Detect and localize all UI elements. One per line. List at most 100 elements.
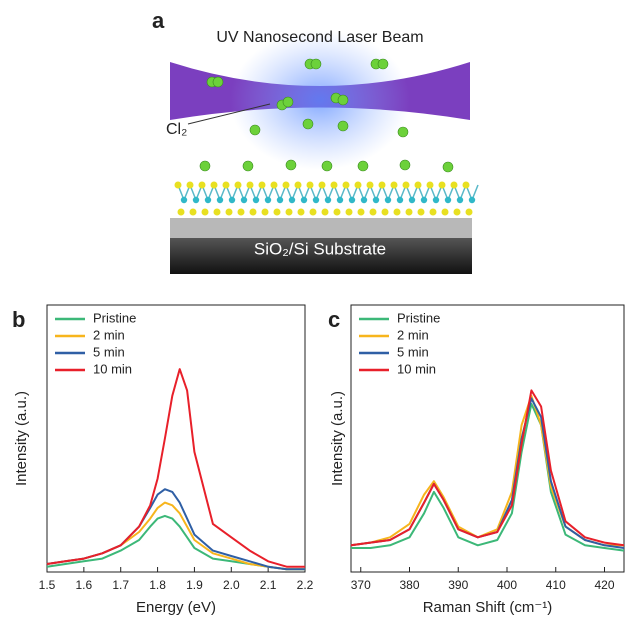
- sulfur-atom: [381, 208, 389, 216]
- mo-atom: [420, 196, 428, 204]
- chlorine-atom: [337, 120, 349, 132]
- sulfur-atom: [237, 208, 245, 216]
- sulfur-atom: [282, 181, 290, 189]
- sulfur-atom: [333, 208, 341, 216]
- sulfur-atom: [405, 208, 413, 216]
- sulfur-atom: [429, 208, 437, 216]
- chlorine-atom: [399, 159, 411, 171]
- sulfur-atom: [318, 181, 326, 189]
- sulfur-atom: [201, 208, 209, 216]
- plot-frame: [350, 304, 625, 573]
- sulfur-atom: [222, 181, 230, 189]
- series-line: [351, 402, 625, 552]
- sulfur-atom: [198, 181, 206, 189]
- chlorine-atom: [397, 126, 409, 138]
- series-line: [350, 394, 624, 547]
- sulfur-atom: [210, 181, 218, 189]
- x-tick-label: 1.5: [39, 578, 56, 592]
- sulfur-atom: [294, 181, 302, 189]
- mo-atom: [348, 196, 356, 204]
- x-axis-label: Raman Shift (cm⁻¹): [423, 599, 553, 616]
- plasma-glow: [230, 30, 410, 170]
- sulfur-atom: [393, 208, 401, 216]
- mo-atom: [384, 196, 392, 204]
- sulfur-atom: [462, 181, 470, 189]
- x-tick-label: 2.1: [260, 578, 277, 592]
- x-tick-label: 370: [351, 578, 371, 592]
- mo-atom: [240, 196, 248, 204]
- pointer: [187, 103, 271, 125]
- mo-atom: [468, 196, 476, 204]
- sulfur-atom: [258, 181, 266, 189]
- mos2-layer: [174, 181, 479, 216]
- sio2-layer: [170, 218, 472, 238]
- sulfur-atom: [378, 181, 386, 189]
- mo-atom: [180, 196, 188, 204]
- mo-atom: [216, 196, 224, 204]
- sulfur-atom: [390, 181, 398, 189]
- mo-atom: [456, 196, 464, 204]
- panel-label: c: [328, 307, 340, 332]
- plot-frame: [46, 304, 306, 573]
- substrate-label: SiO₂/Si Substrate: [254, 239, 386, 258]
- legend-label: 10 min: [93, 361, 132, 376]
- mo-atom: [276, 196, 284, 204]
- sulfur-atom: [309, 208, 317, 216]
- sulfur-atom: [246, 181, 254, 189]
- mo-atom: [192, 196, 200, 204]
- chlorine-atom: [357, 160, 369, 172]
- mo-atom: [252, 196, 260, 204]
- mo-atom: [372, 196, 380, 204]
- x-tick-label: 2.2: [297, 578, 314, 592]
- x-tick-label: 1.6: [76, 578, 93, 592]
- panel-label: b: [12, 307, 25, 332]
- chlorine-atom: [285, 159, 297, 171]
- sulfur-atom: [441, 208, 449, 216]
- legend-label: Pristine: [397, 310, 440, 325]
- schematic: a UV Nanosecond Laser Beam Cl₂ SiO₂/Si S…: [152, 8, 479, 274]
- sulfur-atom: [261, 208, 269, 216]
- chlorine-atoms: [199, 58, 454, 173]
- legend-label: 2 min: [93, 327, 125, 342]
- x-tick-label: 1.8: [149, 578, 166, 592]
- series-line: [350, 389, 625, 547]
- mo-atom: [360, 196, 368, 204]
- mo-atom: [228, 196, 236, 204]
- chlorine-atom: [302, 118, 314, 130]
- mo-atom: [336, 196, 344, 204]
- sulfur-atom: [366, 181, 374, 189]
- legend-label: 10 min: [397, 361, 436, 376]
- mo-atom: [324, 196, 332, 204]
- chlorine-atom: [310, 58, 322, 70]
- y-axis-label: Intensity (a.u.): [13, 391, 30, 486]
- panel-label: a: [152, 8, 165, 33]
- sulfur-atom: [186, 181, 194, 189]
- legend-label: 5 min: [93, 344, 125, 359]
- sulfur-atom: [174, 181, 182, 189]
- legend-label: 5 min: [397, 344, 429, 359]
- sulfur-atom: [342, 181, 350, 189]
- sulfur-atom: [345, 208, 353, 216]
- sulfur-atom: [414, 181, 422, 189]
- sulfur-atom: [450, 181, 458, 189]
- chlorine-atom: [321, 160, 333, 172]
- mo-atom: [204, 196, 212, 204]
- x-tick-label: 1.7: [112, 578, 129, 592]
- mo-atom: [312, 196, 320, 204]
- sulfur-atom: [417, 208, 425, 216]
- chlorine-atom: [242, 160, 254, 172]
- sulfur-atom: [270, 181, 278, 189]
- sulfur-atom: [297, 208, 305, 216]
- beam-label: UV Nanosecond Laser Beam: [216, 29, 423, 46]
- x-tick-label: 380: [399, 578, 419, 592]
- sulfur-atom: [249, 208, 257, 216]
- sulfur-atom: [438, 181, 446, 189]
- chlorine-atom: [199, 160, 211, 172]
- mo-atom: [264, 196, 272, 204]
- mo-atom: [408, 196, 416, 204]
- legend-label: Pristine: [93, 310, 136, 325]
- x-tick-label: 390: [448, 578, 468, 592]
- charts: b 1.5 1.6 1.7 1.8 1.9 2.0 2.1 2.2 Energy (eV) Inte…: [12, 304, 625, 616]
- sulfur-atom: [177, 208, 185, 216]
